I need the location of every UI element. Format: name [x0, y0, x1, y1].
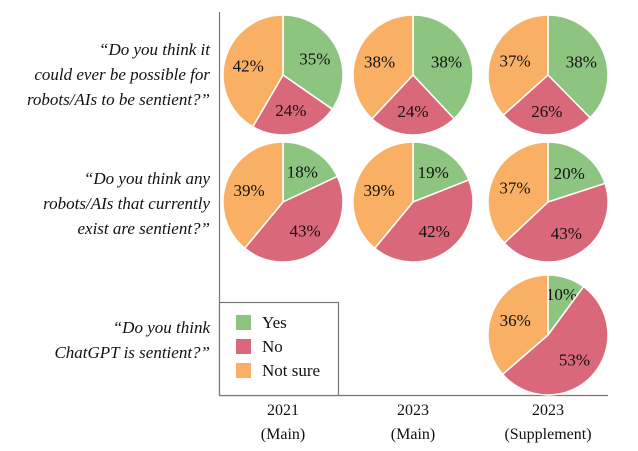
pie-slice-no	[501, 285, 609, 396]
slice-label: 53%	[559, 350, 590, 369]
slice-label: 24%	[397, 102, 428, 121]
pie-1-2: 20% 43% 37%	[487, 141, 609, 263]
slice-label: 35%	[299, 49, 330, 68]
legend-swatch-no	[236, 339, 251, 354]
legend-swatch-yes	[236, 315, 251, 330]
pie-slice-yes	[282, 141, 339, 204]
question-label: exist are sentient?”	[77, 219, 210, 238]
pie-slice-not-sure	[487, 14, 549, 117]
column-label: (Main)	[261, 426, 305, 443]
slice-label: 43%	[551, 224, 582, 243]
pie-1-1: 19% 42% 39%	[352, 141, 474, 263]
pie-0-2: 38% 26% 37%	[487, 14, 609, 136]
pie-slice-no	[251, 73, 334, 136]
pie-slice-yes	[282, 14, 344, 111]
question-label: could ever be possible for	[34, 65, 210, 84]
pie-slice-yes	[547, 141, 607, 204]
pie-0-1: 38% 24% 38%	[352, 14, 474, 136]
slice-label: 39%	[364, 181, 395, 200]
slice-label: 20%	[554, 164, 585, 183]
pie-slice-yes	[412, 141, 470, 204]
pie-slice-no	[502, 73, 592, 136]
legend-label: No	[262, 337, 283, 356]
question-label: “Do you think it	[99, 40, 211, 59]
slice-label: 38%	[431, 53, 462, 72]
pie-slice-not-sure	[222, 14, 284, 128]
pie-slice-not-sure	[352, 141, 414, 250]
legend-swatch-not-sure	[236, 363, 251, 378]
column-label: 2023	[397, 402, 429, 419]
slice-label: 39%	[234, 181, 265, 200]
slice-label: 42%	[419, 222, 450, 241]
legend-label: Not sure	[262, 361, 320, 380]
pie-slice-not-sure	[487, 141, 549, 245]
column-label: 2021	[267, 402, 299, 419]
pie-slice-no	[503, 182, 609, 263]
slice-label: 42%	[233, 57, 264, 76]
pie-slice-yes	[412, 14, 474, 120]
slice-label: 38%	[566, 52, 597, 71]
legend-label: Yes	[262, 313, 287, 332]
pie-slice-not-sure	[487, 274, 549, 376]
pie-slice-no	[243, 175, 344, 263]
question-label: “Do you think	[113, 318, 211, 337]
slice-label: 37%	[499, 179, 530, 198]
question-label: ChatGPT is sentient?”	[54, 343, 210, 362]
slice-label: 24%	[275, 101, 306, 120]
slice-label: 38%	[364, 53, 395, 72]
slice-label: 19%	[418, 163, 449, 182]
column-label: 2023	[532, 402, 564, 419]
pie-0-0: 35% 24% 42%	[222, 14, 344, 136]
question-label: robots/AIs to be sentient?”	[27, 90, 210, 109]
slice-label: 43%	[289, 221, 320, 240]
pie-2-2: 10% 53% 36%	[487, 274, 609, 396]
pie-slice-yes	[547, 14, 609, 119]
legend: Yes No Not sure	[218, 301, 340, 397]
slice-label: 10%	[546, 285, 577, 304]
pie-slice-not-sure	[352, 14, 414, 120]
pie-slice-no	[370, 73, 456, 136]
pie-slice-no	[373, 178, 474, 263]
pie-1-0: 18% 43% 39%	[222, 141, 344, 263]
slice-label: 37%	[500, 51, 531, 70]
column-label: (Supplement)	[504, 426, 591, 443]
question-label: robots/AIs that currently	[43, 194, 210, 213]
slice-label: 18%	[287, 163, 318, 182]
pie-slice-not-sure	[222, 141, 284, 250]
slice-label: 36%	[500, 311, 531, 330]
column-label: (Main)	[391, 426, 435, 443]
question-label: “Do you think any	[84, 169, 211, 188]
slice-label: 26%	[531, 102, 562, 121]
